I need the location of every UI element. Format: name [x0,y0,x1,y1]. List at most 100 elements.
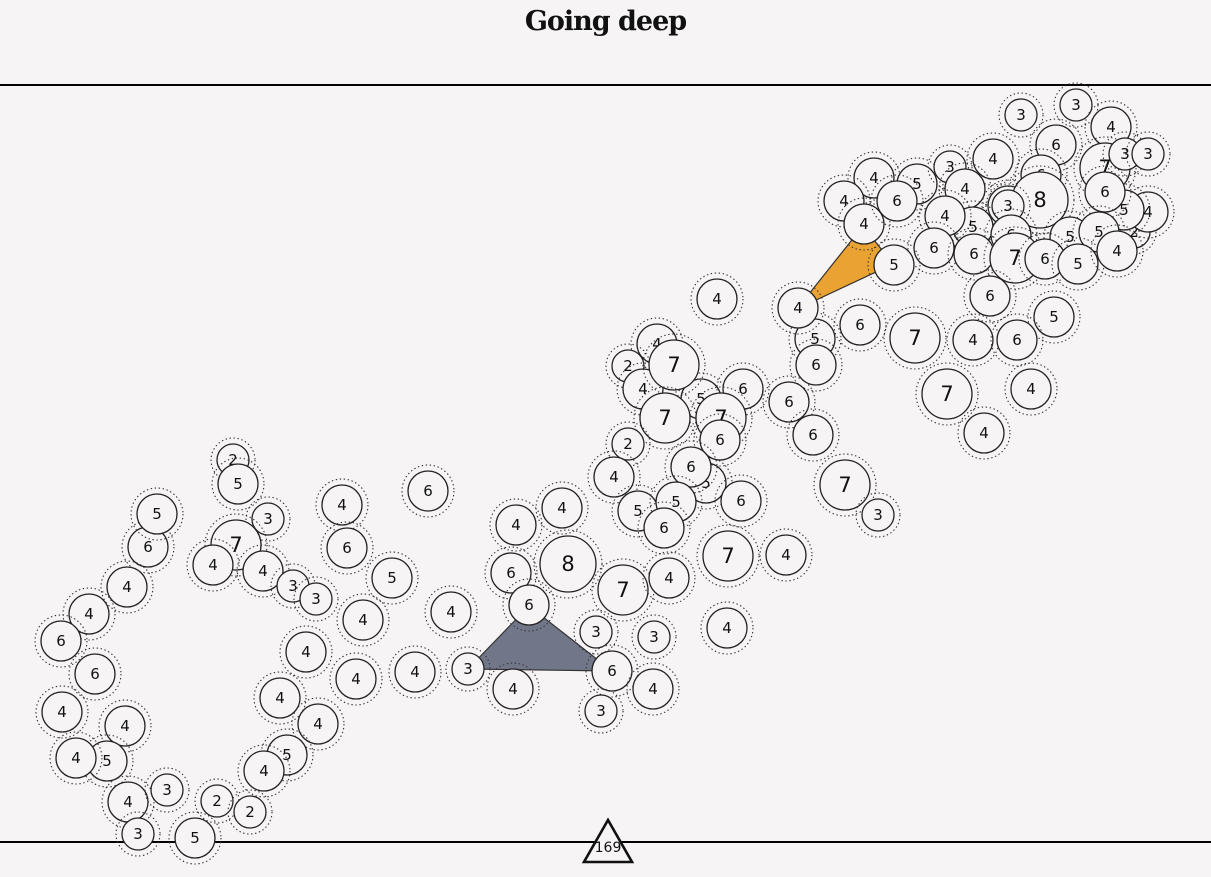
node-circle[interactable] [342,599,384,641]
puzzle-node[interactable]: 4 [424,585,478,639]
puzzle-node[interactable]: 4 [186,538,240,592]
puzzle-node[interactable]: 4 [1090,224,1144,278]
puzzle-node[interactable]: 4 [489,498,543,552]
puzzle-node[interactable]: 4 [329,652,383,706]
puzzle-node[interactable]: 4 [35,685,89,739]
puzzle-node[interactable]: 4 [236,544,290,598]
puzzle-node[interactable]: 4 [700,601,754,655]
puzzle-node[interactable]: 3 [998,92,1044,138]
puzzle-node[interactable]: 3 [855,492,901,538]
puzzle-node[interactable]: 6 [585,644,639,698]
puzzle-node[interactable]: 7 [883,306,947,370]
node-circle[interactable] [777,287,819,329]
puzzle-node[interactable]: 6 [637,501,691,555]
puzzle-node[interactable]: 3 [245,496,291,542]
node-circle[interactable] [321,484,363,526]
puzzle-node[interactable]: 4 [966,132,1020,186]
puzzle-node[interactable]: 3 [985,183,1031,229]
node-circle[interactable] [541,487,583,529]
puzzle-node[interactable]: 6 [68,647,122,701]
puzzle-node[interactable]: 4 [1004,362,1058,416]
puzzle-node[interactable]: 4 [336,593,390,647]
node-circle[interactable] [259,677,301,719]
node-circle[interactable] [819,459,871,511]
puzzle-node[interactable]: 3 [631,614,677,660]
node-circle[interactable] [251,502,285,536]
node-circle[interactable] [430,591,472,633]
puzzle-node[interactable]: 2 [227,789,273,835]
puzzle-node[interactable]: 5 [867,238,921,292]
puzzle-node[interactable]: 4 [626,662,680,716]
node-circle[interactable] [371,557,413,599]
node-circle[interactable] [579,615,613,649]
puzzle-node[interactable]: 4 [587,450,641,504]
puzzle-node[interactable]: 5 [168,811,222,865]
node-circle[interactable] [963,412,1005,454]
puzzle-node[interactable]: 5 [130,487,184,541]
node-circle[interactable] [696,278,738,320]
node-circle[interactable] [150,773,184,807]
node-circle[interactable] [1096,230,1138,272]
node-circle[interactable] [174,817,216,859]
node-circle[interactable] [1084,171,1126,213]
node-circle[interactable] [593,456,635,498]
puzzle-node[interactable]: 4 [486,662,540,716]
puzzle-node[interactable]: 6 [907,221,961,275]
puzzle-node[interactable]: 2 [605,421,651,467]
node-circle[interactable] [643,507,685,549]
node-circle[interactable] [792,414,834,456]
puzzle-node[interactable]: 8 [533,529,603,599]
node-circle[interactable] [192,544,234,586]
node-circle[interactable] [1057,243,1099,285]
node-circle[interactable] [861,498,895,532]
node-circle[interactable] [121,817,155,851]
node-circle[interactable] [720,480,762,522]
puzzle-node[interactable]: 4 [100,560,154,614]
puzzle-node[interactable]: 4 [771,281,825,335]
puzzle-node[interactable]: 4 [62,587,116,641]
node-circle[interactable] [55,737,97,779]
node-circle[interactable] [584,694,618,728]
node-circle[interactable] [68,593,110,635]
node-circle[interactable] [843,203,885,245]
puzzle-node[interactable]: 3 [115,811,161,857]
puzzle-node[interactable]: 6 [714,474,768,528]
puzzle-node[interactable]: 4 [315,478,369,532]
node-circle[interactable] [1033,296,1075,338]
puzzle-node[interactable]: 6 [789,338,843,392]
node-circle[interactable] [706,607,748,649]
puzzle-node[interactable]: 5 [1051,237,1105,291]
node-circle[interactable] [1131,137,1165,171]
node-circle[interactable] [921,368,973,420]
node-circle[interactable] [1059,88,1093,122]
puzzle-node[interactable]: 3 [293,576,339,622]
node-circle[interactable] [217,463,259,505]
puzzle-node[interactable]: 6 [320,521,374,575]
node-circle[interactable] [326,527,368,569]
puzzle-node[interactable]: 3 [1125,131,1171,177]
node-circle[interactable] [285,631,327,673]
node-circle[interactable] [648,557,690,599]
node-circle[interactable] [490,552,532,594]
node-circle[interactable] [632,668,674,710]
puzzle-node[interactable]: 6 [121,520,175,574]
node-circle[interactable] [407,470,449,512]
node-circle[interactable] [243,750,285,792]
puzzle-node[interactable]: 4 [291,697,345,751]
node-circle[interactable] [889,312,941,364]
puzzle-node[interactable]: 6 [401,464,455,518]
node-circle[interactable] [297,703,339,745]
node-circle[interactable] [1004,98,1038,132]
puzzle-node[interactable]: 4 [759,528,813,582]
node-circle[interactable] [699,419,741,461]
node-circle[interactable] [637,620,671,654]
node-circle[interactable] [702,530,754,582]
puzzle-node[interactable]: 6 [963,269,1017,323]
node-circle[interactable] [670,446,712,488]
puzzle-node[interactable]: 2 [194,778,240,824]
puzzle-node[interactable]: 3 [578,688,624,734]
node-circle[interactable] [591,650,633,692]
puzzle-node[interactable]: 7 [813,453,877,517]
puzzle-node[interactable]: 3 [445,646,491,692]
